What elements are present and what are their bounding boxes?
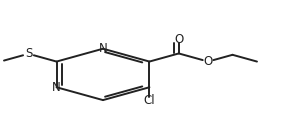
Text: N: N <box>52 81 61 94</box>
Text: O: O <box>203 55 213 68</box>
Text: S: S <box>25 47 32 60</box>
Text: Cl: Cl <box>144 94 155 107</box>
Text: N: N <box>99 42 107 55</box>
Text: O: O <box>174 33 183 46</box>
